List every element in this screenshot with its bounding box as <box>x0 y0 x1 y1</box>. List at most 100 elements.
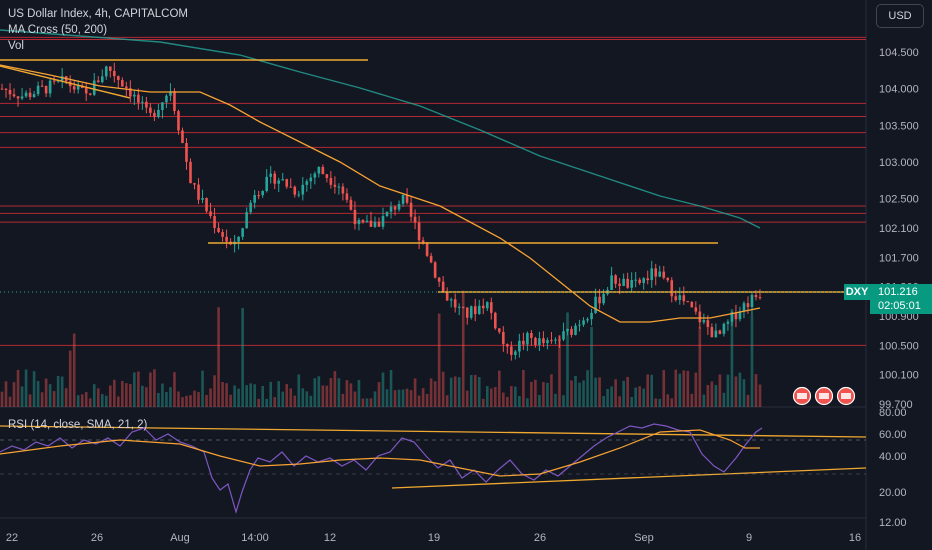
volume-bar <box>52 391 56 407</box>
volume-bar <box>24 369 28 407</box>
volume-bar <box>197 392 200 407</box>
volume-bar <box>28 394 32 407</box>
volume-bar <box>233 385 236 407</box>
volume-bar <box>485 386 489 407</box>
candle-body <box>221 231 224 237</box>
volume-bar <box>189 395 192 407</box>
volume-bar <box>401 389 405 407</box>
volume-bar <box>245 385 248 407</box>
volume-bar <box>494 387 497 407</box>
volume-bar <box>574 375 577 407</box>
candle-body <box>108 66 112 71</box>
candle-body <box>437 277 441 282</box>
time-axis: 22 26 Aug 14:00 12 19 26 Sep 9 16 <box>6 532 861 544</box>
candle-body <box>489 302 493 313</box>
candle-body <box>337 186 341 188</box>
volume-bar <box>706 385 710 407</box>
volume-bar <box>349 383 353 407</box>
volume-bar <box>257 398 260 407</box>
volume-bar <box>465 390 469 407</box>
volume-bar <box>758 384 762 407</box>
candle-body <box>658 271 662 277</box>
ma-50-line <box>0 64 761 323</box>
volume-bar <box>80 394 84 407</box>
volume-bar <box>710 381 714 407</box>
candle-body <box>449 299 453 301</box>
currency-button[interactable]: USD <box>876 4 924 28</box>
volume-bar <box>321 385 325 407</box>
candle-body <box>558 339 561 341</box>
candle-body <box>594 296 597 313</box>
volume-bar <box>353 391 357 407</box>
time-tick-label: Aug <box>170 532 190 544</box>
candle-body <box>92 80 96 95</box>
volume-bar <box>417 395 421 407</box>
price-tick-label: 103.500 <box>879 120 919 132</box>
flag-icon[interactable] <box>814 386 834 406</box>
volume-bar <box>0 391 4 407</box>
flag-icon[interactable] <box>836 386 856 406</box>
volume-bar <box>112 379 116 407</box>
volume-bar <box>88 398 92 407</box>
volume-bar <box>518 396 521 407</box>
candle-body <box>546 340 549 344</box>
symbol-legend[interactable]: US Dollar Index, 4h, CAPITALCOM <box>8 8 189 20</box>
candle-body <box>574 325 577 335</box>
volume-bar <box>457 377 461 407</box>
volume-bar <box>165 392 168 407</box>
volume-bar <box>309 395 313 407</box>
rsi-legend[interactable]: RSI (14, close, SMA, 21, 2) <box>8 419 148 431</box>
volume-bar <box>40 392 44 407</box>
candle-body <box>578 324 581 326</box>
flag-icon[interactable] <box>792 386 812 406</box>
volume-bar <box>477 377 481 407</box>
candle-body <box>285 179 289 187</box>
volume-bar <box>461 290 465 407</box>
ma-legend[interactable]: MA Cross (50, 200) <box>8 24 108 36</box>
volume-bar <box>449 377 453 407</box>
vol-legend[interactable]: Vol <box>8 40 24 52</box>
time-tick-label: 26 <box>534 532 546 544</box>
candle-body <box>730 312 734 322</box>
candle-body <box>722 323 726 334</box>
price-tick-label: 103.000 <box>879 157 919 169</box>
candle-body <box>301 184 305 195</box>
candle-body <box>125 86 128 89</box>
candle-body <box>738 311 742 320</box>
volume-bar <box>610 386 613 407</box>
candle-body <box>662 271 666 278</box>
volume-bar <box>510 386 513 407</box>
candle-body <box>32 94 36 98</box>
candle-body <box>349 199 353 210</box>
candle-body <box>582 320 585 325</box>
candle-body <box>321 167 325 175</box>
candle-body <box>389 206 393 212</box>
volume-bar <box>141 385 144 407</box>
candle-body <box>485 302 489 309</box>
volume-bar <box>157 392 160 407</box>
candle-body <box>461 306 465 308</box>
volume-bar <box>522 369 525 407</box>
volume-bar <box>104 395 108 407</box>
rsi-tick-label: 40.00 <box>879 451 907 463</box>
candle-body <box>153 112 156 117</box>
flag-icons[interactable] <box>792 386 856 406</box>
candle-body <box>281 179 285 181</box>
rsi-pane <box>0 423 867 515</box>
volume-bar <box>329 377 333 407</box>
time-tick-label: 19 <box>428 532 440 544</box>
volume-bar <box>241 307 244 407</box>
volume-bar <box>213 375 216 407</box>
volume-bar <box>586 370 589 407</box>
candle-body <box>682 295 686 302</box>
volume-bar <box>429 378 433 407</box>
volume-bar <box>253 384 256 407</box>
candle-body <box>20 96 24 99</box>
volume-bar <box>217 307 220 407</box>
candle-body <box>185 143 188 162</box>
candle-body <box>385 211 389 217</box>
volume-bar <box>498 370 501 407</box>
volume-bar <box>365 398 369 407</box>
volume-bar <box>32 371 36 407</box>
